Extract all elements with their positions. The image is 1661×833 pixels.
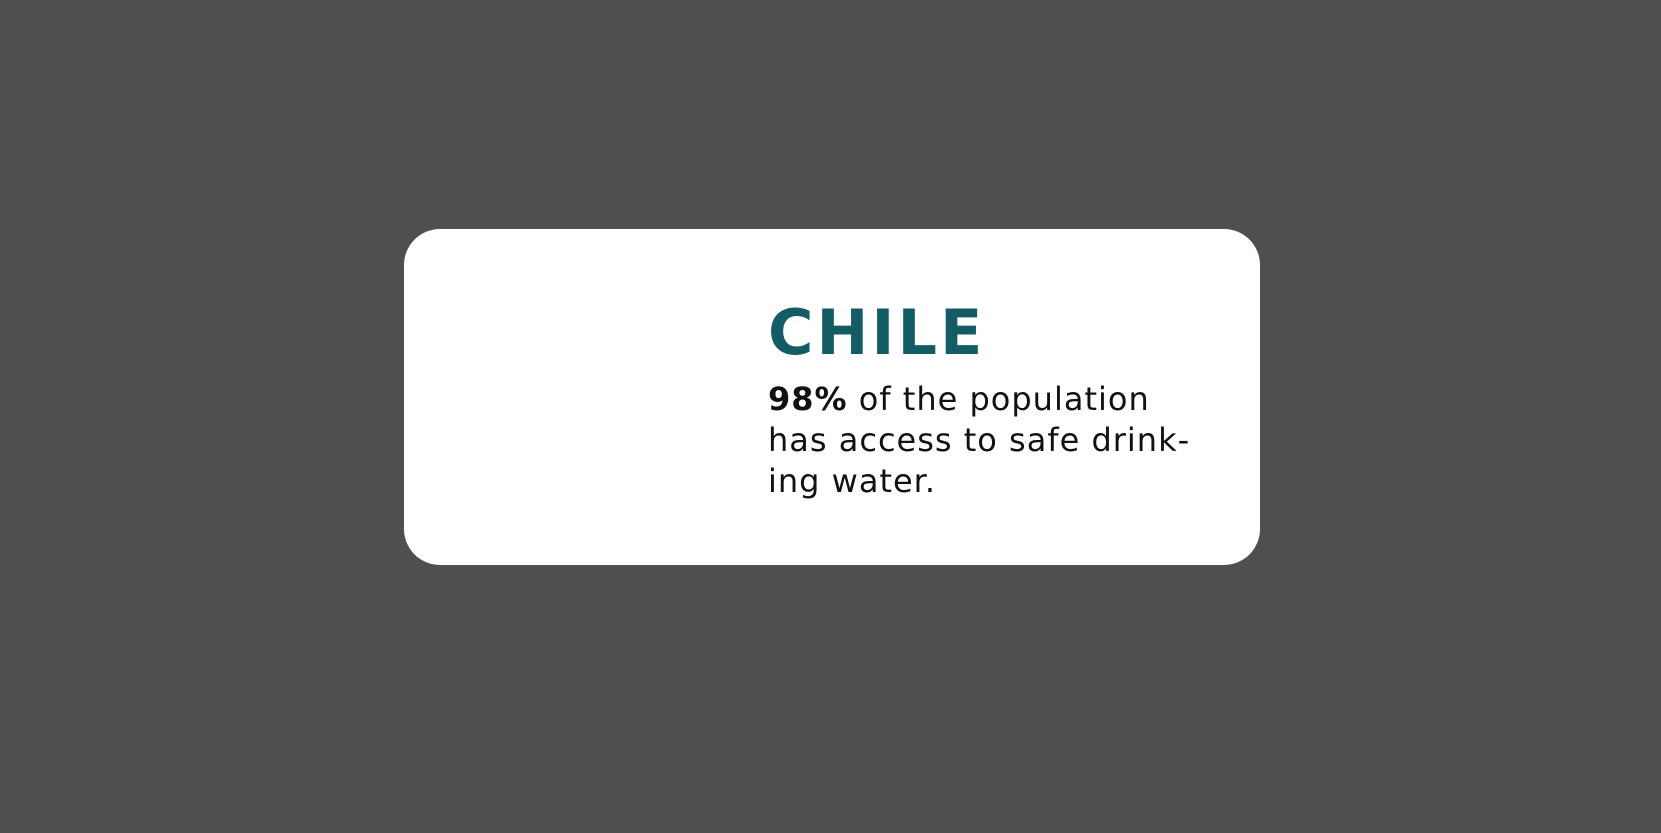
statistic-description: 98% of the population has access to safe… — [768, 379, 1208, 502]
statistic-value: 98% — [768, 380, 848, 418]
description-line-2: has access to safe drink- — [768, 421, 1191, 459]
country-title: CHILE — [768, 296, 986, 369]
description-line-3: ing water. — [768, 462, 937, 500]
description-line-1: of the population — [847, 380, 1150, 418]
info-card: CHILE 98% of the population has access t… — [404, 229, 1260, 565]
card-content: CHILE 98% of the population has access t… — [768, 297, 1208, 502]
